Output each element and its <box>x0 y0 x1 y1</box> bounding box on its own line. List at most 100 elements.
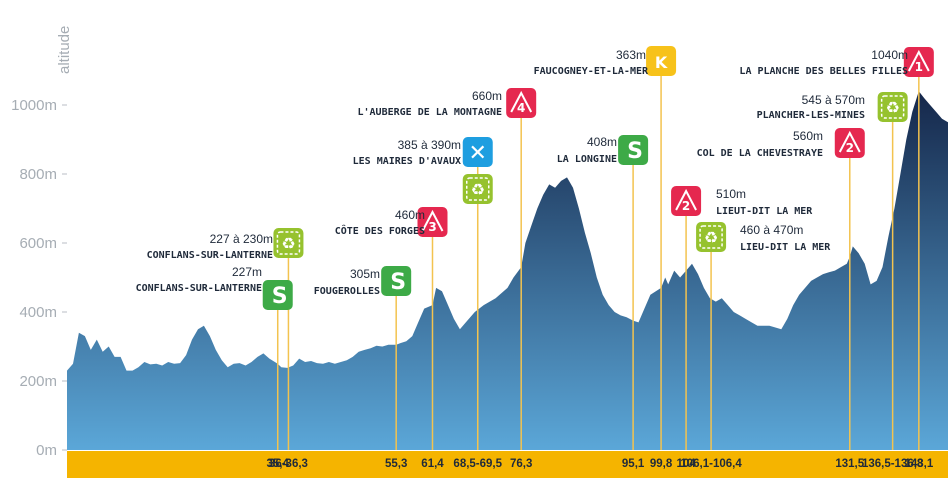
place-label: LES MAIRES D'AVAUX <box>353 156 461 167</box>
annotation-feed: ✕ 385 à 390m LES MAIRES D'AVAUX <box>353 137 493 167</box>
annotation-sprint: S 305m FOUGEROLLES <box>314 266 412 297</box>
place-label: CONFLANS-SUR-LANTERNE <box>136 283 262 294</box>
km-marker-label: 95,1 <box>622 458 645 470</box>
altitude-label: 363m <box>616 48 646 62</box>
green-icon <box>462 174 493 204</box>
km-marker-label: 61,4 <box>421 458 444 470</box>
altitude-label: 227 à 230m <box>210 232 273 246</box>
place-label: LIEUT-DIT LA MER <box>716 206 813 217</box>
profile-layer <box>67 91 948 450</box>
green-icon <box>696 222 727 252</box>
recycle-icon-glyph: ♻ <box>704 228 718 247</box>
bonus-icon-glyph: K <box>655 53 668 72</box>
y-tick-label: 200m <box>19 373 57 390</box>
feed-icon <box>462 137 493 167</box>
place-label: L'AUBERGE DE LA MONTAGNE <box>358 107 503 118</box>
green-icon <box>273 228 304 258</box>
y-tick-label: 400m <box>19 304 57 321</box>
km-marker-label: 104 <box>676 458 696 470</box>
climb-icon <box>903 47 934 77</box>
place-label: LA LONGINE <box>557 154 617 165</box>
elevation-profile-area <box>67 91 948 450</box>
recycle-frame-icon <box>880 95 905 119</box>
altitude-label: 545 à 570m <box>802 93 865 107</box>
km-marker-label: 131,5 <box>835 458 864 470</box>
altitude-label: 660m <box>472 89 502 103</box>
annotation-sprint: S 408m LA LONGINE <box>557 135 649 165</box>
km-marker-label: 35,4 <box>267 458 290 470</box>
km-marker-label: 136,5-136,8 <box>862 458 924 470</box>
mountain-icon <box>838 130 861 153</box>
altitude-label: 408m <box>587 135 617 149</box>
altitude-label: 460 à 470m <box>740 223 803 237</box>
annotation-green: ♻ 545 à 570m PLANCHER-LES-MINES <box>757 92 908 122</box>
place-label: CONFLANS-SUR-LANTERNE <box>147 250 273 261</box>
mountain-icon <box>907 49 930 72</box>
recycle-icon-glyph: ♻ <box>885 98 899 117</box>
recycle-frame-icon <box>465 177 490 201</box>
climb-category: 2 <box>682 199 690 213</box>
annotation-climb: 2 510m LIEUT-DIT LA MER <box>671 186 813 217</box>
recycle-frame-icon <box>276 231 301 255</box>
annotation-sprint: S 227m CONFLANS-SUR-LANTERNE <box>136 265 293 310</box>
annotation-bonus: K 363m FAUCOGNEY-ET-LA-MER <box>534 46 677 77</box>
climb-category: 4 <box>517 101 525 115</box>
km-marker-label: 99,8 <box>650 458 673 470</box>
climb-category: 3 <box>428 220 436 234</box>
y-tick-label: 800m <box>19 166 57 183</box>
altitude-label: 1040m <box>871 48 908 62</box>
green-icon <box>877 92 908 122</box>
recycle-frame-icon <box>699 225 723 249</box>
altitude-label: 305m <box>350 267 380 281</box>
km-marker-label: 55,3 <box>385 458 407 470</box>
place-label: PLANCHER-LES-MINES <box>757 110 865 121</box>
altitude-label: 510m <box>716 187 746 201</box>
recycle-icon-glyph: ♻ <box>471 180 485 199</box>
km-marker-label: 76,3 <box>510 458 532 470</box>
place-label: COL DE LA CHEVESTRAYE <box>697 148 823 159</box>
place-label: FAUCOGNEY-ET-LA-MER <box>534 66 649 77</box>
km-marker-label: 36-36,3 <box>269 458 308 470</box>
km-marker-label: 68,5-69,5 <box>453 458 502 470</box>
mountain-icon <box>421 209 444 232</box>
recycle-icon-glyph: ♻ <box>281 234 295 253</box>
annotation-green: ♻ 460 à 470m LIEU-DIT LA MER <box>696 222 831 253</box>
annotation-climb: 2 560m COL DE LA CHEVESTRAYE <box>697 128 865 159</box>
utensils-icon-glyph: ✕ <box>469 141 487 166</box>
y-tick-label: 0m <box>36 442 57 459</box>
sprint-icon-glyph: S <box>272 284 288 309</box>
annotation-green: ♻ <box>462 174 493 204</box>
distance-band <box>67 451 948 478</box>
place-label: LA PLANCHE DES BELLES FILLES <box>739 66 908 77</box>
sprint-icon-glyph: S <box>627 139 643 164</box>
altitude-label: 560m <box>793 129 823 143</box>
marker-layer <box>276 76 920 450</box>
km-marker-label: 106,1-106,4 <box>680 458 742 470</box>
climb-category: 2 <box>846 141 854 155</box>
annotation-layer: S 227m CONFLANS-SUR-LANTERNE ♻ 227 à 230m CON… <box>136 46 934 310</box>
y-axis: 0m 200m 400m 600m 800m 1000m <box>11 97 67 459</box>
sprint-icon <box>381 266 412 296</box>
climb-icon <box>506 88 537 118</box>
climb-icon <box>671 186 702 216</box>
altitude-label: 227m <box>232 265 262 279</box>
sprint-icon-glyph: S <box>390 270 406 295</box>
place-label: LIEU-DIT LA MER <box>740 242 831 253</box>
climb-category: 1 <box>915 60 923 74</box>
climb-icon <box>834 128 865 158</box>
sprint-icon <box>262 280 293 310</box>
annotation-climb: 1 1040m LA PLANCHE DES BELLES FILLES <box>739 47 934 77</box>
climb-icon <box>417 207 448 237</box>
y-axis-title: altitude <box>56 26 73 74</box>
altitude-label: 385 à 390m <box>398 138 461 152</box>
annotation-green: ♻ 227 à 230m CONFLANS-SUR-LANTERNE <box>147 228 304 261</box>
y-tick-label: 600m <box>19 235 57 252</box>
distance-band-layer: 35,436-36,3 55,3 61,4 68,5-69,5 76,3 95,1 99,8… <box>67 451 948 478</box>
km-marker-label: 143,1 <box>904 458 933 470</box>
sprint-icon <box>618 135 649 165</box>
place-label: CÔTE DES FORGES <box>335 224 425 237</box>
mountain-icon <box>510 90 533 113</box>
mountain-icon <box>675 188 697 211</box>
